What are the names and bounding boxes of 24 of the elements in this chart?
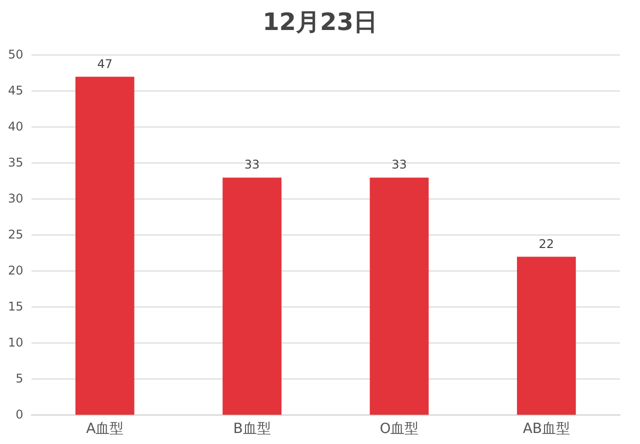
x-tick-label: AB血型 bbox=[522, 421, 570, 438]
data-label: 22 bbox=[538, 236, 554, 251]
bar bbox=[75, 76, 134, 415]
y-tick-label: 20 bbox=[8, 263, 24, 278]
y-tick-label: 50 bbox=[8, 47, 24, 62]
bar bbox=[370, 178, 429, 415]
y-tick-label: 35 bbox=[8, 155, 24, 170]
bar bbox=[222, 178, 282, 415]
y-tick-label: 5 bbox=[16, 371, 24, 386]
y-tick-label: 15 bbox=[8, 299, 24, 314]
y-tick-label: 0 bbox=[16, 407, 24, 422]
x-tick-label: O血型 bbox=[380, 421, 419, 438]
y-tick-label: 25 bbox=[8, 227, 24, 242]
y-tick-label: 10 bbox=[8, 335, 24, 350]
chart-title: 12月23日 bbox=[262, 7, 378, 38]
data-label: 33 bbox=[392, 158, 407, 172]
y-tick-label: 40 bbox=[8, 119, 24, 134]
y-tick-label: 45 bbox=[8, 83, 24, 98]
bar bbox=[516, 256, 576, 415]
x-tick-label: A血型 bbox=[86, 421, 124, 438]
data-label: 47 bbox=[97, 56, 112, 71]
x-tick-label: B血型 bbox=[233, 421, 271, 438]
data-label: 33 bbox=[244, 158, 260, 172]
y-tick-label: 30 bbox=[8, 191, 24, 206]
